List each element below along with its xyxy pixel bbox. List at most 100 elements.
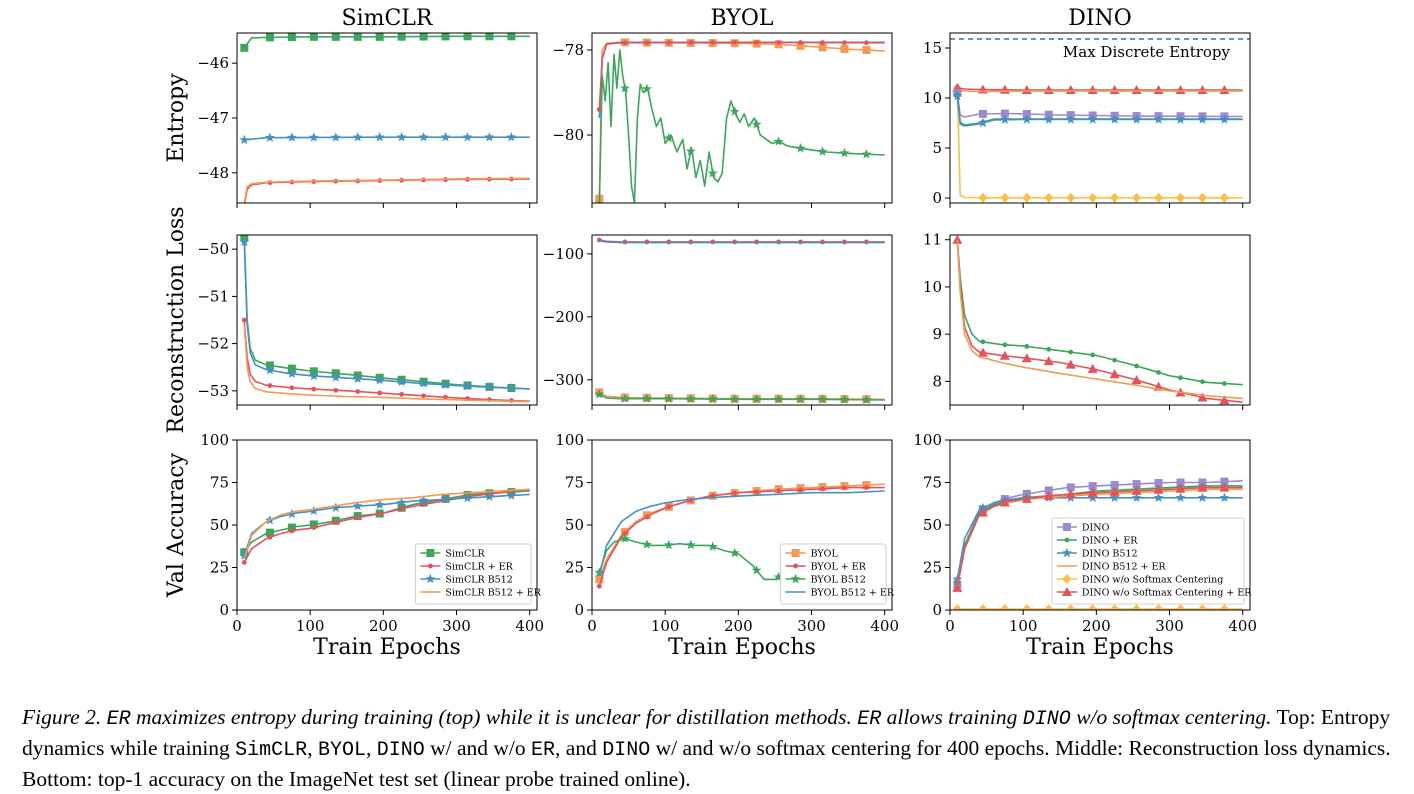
legend-entry-dino-b512-er: DINO B512 + ER (1056, 562, 1167, 573)
series-byol-b512-marker (817, 146, 828, 156)
series-byol-b512-marker (729, 547, 740, 558)
series-dino-marker (1000, 109, 1009, 118)
caption-dino-2: DINO (376, 739, 425, 762)
series-byol-er-marker (622, 40, 628, 46)
series-simclr-b512-marker (352, 132, 363, 142)
series-dino-w-o-softmax-centering-er-marker (1197, 482, 1208, 492)
series-simclr-marker (375, 33, 384, 41)
series-simclr-marker (309, 520, 318, 529)
legend-swatch-marker (1062, 547, 1072, 558)
y-tick-label: 0 (932, 601, 942, 619)
x-tick-label: 200 (724, 617, 753, 635)
series-dino-er-marker (1134, 363, 1139, 369)
series-simclr-b512-marker (374, 375, 385, 385)
series-simclr-er-marker (311, 525, 317, 530)
series-dino-w-o-softmax-centering-marker (1110, 604, 1120, 610)
panel-byol-reconstruction-loss-frame (591, 234, 893, 406)
series-byol-b512-marker (663, 393, 674, 403)
series-byol-marker (818, 43, 827, 52)
series-dino-w-o-softmax-centering-marker (1197, 192, 1207, 203)
series-simclr-b512-er-line (243, 324, 530, 403)
series-byol-line (598, 41, 885, 199)
series-simclr-b512-line (244, 136, 530, 141)
series-dino-b512-marker (952, 90, 963, 101)
panel-dino-entropy-plot-area (950, 38, 1250, 203)
y-tick-label: 11 (923, 231, 942, 249)
legend-label: DINO B512 + ER (1082, 562, 1167, 573)
row-label-val-accuracy: Val Accuracy (164, 452, 189, 598)
y-tick-label: 5 (932, 139, 942, 157)
series-dino-w-o-softmax-centering-er-marker (1065, 489, 1076, 499)
legend-swatch-marker (1061, 587, 1072, 596)
series-dino-w-o-softmax-centering-er-marker (977, 507, 988, 517)
series-byol-b512-marker (839, 394, 850, 404)
series-byol-er-marker (842, 40, 847, 46)
legend-label: BYOL B512 (811, 575, 866, 586)
series-byol-marker (862, 481, 871, 490)
series-byol-er-marker (732, 490, 738, 496)
series-byol-er-marker (842, 485, 847, 491)
series-dino-w-o-softmax-centering-marker (978, 192, 988, 203)
panel-dino-entropy: 0 5 10 15 Max Discrete Entropy (923, 32, 1251, 208)
series-simclr-b512-er (243, 324, 530, 403)
series-dino-w-o-softmax-centering-marker (1219, 604, 1229, 610)
series-dino-w-o-softmax-centering-marker (1132, 604, 1142, 610)
figure-grid: SimCLR BYOL DINO Entropy Reconstruction Loss… (164, 6, 1257, 660)
series-byol-er-marker (666, 504, 672, 510)
x-tick-label: 0 (945, 617, 955, 635)
caption-top: Top: Entropy dynamics while training (22, 705, 1391, 760)
legend-swatch-marker (425, 573, 436, 584)
series-dino-er-marker (1046, 346, 1052, 352)
figure-caption: Figure 2. ER maximizes entropy during tr… (22, 703, 1394, 793)
legend-label: DINO B512 (1082, 549, 1138, 560)
series-byol-er-marker (732, 39, 738, 45)
y-tick-label: 50 (923, 516, 942, 534)
series-simclr-er-marker (399, 391, 405, 397)
x-axis-label: Train Epochs (668, 635, 816, 660)
series-dino-marker (1198, 478, 1207, 487)
series-byol-b512-marker (620, 533, 630, 543)
series-simclr-b512-line (243, 242, 530, 390)
series-dino-marker (1022, 110, 1031, 119)
y-tick-label: −78 (552, 41, 584, 59)
series-byol-er-marker (820, 486, 825, 492)
series-dino-w-o-softmax-centering-er-line (956, 239, 1243, 403)
series-dino-marker (1110, 481, 1119, 490)
series-simclr-b512-marker (308, 132, 319, 142)
series-byol-b512-marker (663, 539, 674, 550)
series-byol-b512-marker (620, 83, 630, 93)
series-simclr-b512-marker (374, 132, 385, 142)
legend-swatch-marker (793, 563, 798, 569)
y-tick-label: −200 (543, 308, 584, 326)
caption-byol: BYOL (317, 739, 366, 762)
series-dino-b512-marker (1153, 114, 1164, 124)
series-simclr-er-marker (289, 385, 295, 391)
series-dino-w-o-softmax-centering-marker (1219, 192, 1229, 203)
series-byol-b512-marker (598, 202, 600, 203)
y-tick-label: 9 (932, 325, 942, 343)
series-dino-w-o-softmax-centering-marker (1044, 192, 1054, 203)
series-byol-b512-marker (641, 83, 652, 94)
series-simclr-er-marker (289, 528, 295, 534)
y-tick-label: 0 (932, 189, 942, 207)
series-simclr-b512-marker (462, 492, 473, 503)
series-byol-b512-marker (729, 106, 740, 116)
series-dino-w-o-softmax-centering-er-marker (1087, 487, 1098, 497)
series-simclr-b512-er-line (243, 177, 530, 203)
series-byol-b512-marker (861, 394, 872, 404)
series-dino-w-o-softmax-centering-er-marker (1021, 493, 1032, 503)
series-dino-b512-marker (1131, 492, 1142, 502)
series-simclr-b512-marker (484, 491, 495, 501)
panel-simclr-val-accuracy: 0 100 200 300 400 Train Epochs 0 25 50 75 100 SimCL… (200, 431, 544, 660)
series-byol-er-marker (863, 485, 869, 490)
y-tick-label: 75 (923, 474, 942, 492)
series-simclr-er-marker (241, 317, 247, 323)
caption-sep-2: , (365, 736, 377, 760)
legend-entry-byol: BYOL (785, 549, 838, 560)
series-simclr-b512-marker (374, 499, 385, 509)
series-simclr-b512-marker (286, 508, 297, 519)
legend-entry-simclr: SimCLR (420, 549, 486, 560)
series-byol-b512-marker (707, 541, 718, 551)
series-dino-b512-marker (1087, 114, 1098, 124)
series-dino-w-o-softmax-centering-er-marker (1109, 369, 1120, 379)
